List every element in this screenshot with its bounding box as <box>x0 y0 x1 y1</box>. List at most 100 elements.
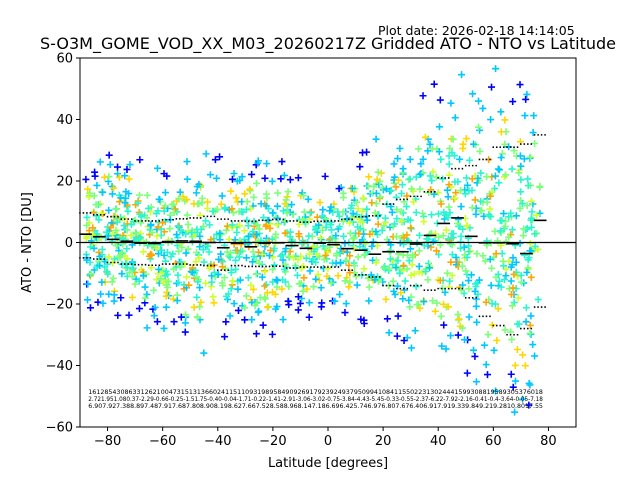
data-point <box>143 214 151 222</box>
data-point <box>530 112 538 120</box>
data-point <box>269 253 277 261</box>
data-point <box>388 208 396 216</box>
data-point <box>161 202 169 210</box>
data-point <box>398 181 406 189</box>
data-point <box>373 176 381 184</box>
data-point <box>305 313 313 321</box>
data-point <box>250 193 258 201</box>
data-point <box>536 183 544 191</box>
data-point <box>109 274 117 282</box>
data-point <box>335 212 343 220</box>
x-tick-label: 60 <box>485 434 502 449</box>
data-point <box>253 230 261 238</box>
data-point <box>490 346 498 354</box>
chart-title: S-O3M_GOME_VOD_XX_M03_20260217Z Gridded … <box>39 34 616 53</box>
data-point <box>170 200 178 208</box>
data-point <box>497 154 505 162</box>
data-point <box>459 144 467 152</box>
data-point <box>98 210 106 218</box>
data-point <box>258 250 266 258</box>
data-point <box>486 192 494 200</box>
data-point <box>501 326 509 334</box>
data-point <box>531 230 539 238</box>
data-point <box>477 197 485 205</box>
data-point <box>293 271 301 279</box>
data-point <box>117 194 125 202</box>
data-point <box>211 156 219 164</box>
data-point <box>175 195 183 203</box>
data-point <box>109 230 117 238</box>
data-point <box>426 172 434 180</box>
data-point <box>428 211 436 219</box>
data-point <box>428 177 436 185</box>
data-point <box>127 231 135 239</box>
data-point <box>196 232 204 240</box>
data-point <box>394 257 402 265</box>
data-point <box>234 306 242 314</box>
data-point <box>454 311 462 319</box>
data-point <box>345 261 353 269</box>
data-point <box>382 295 390 303</box>
data-point <box>386 223 394 231</box>
data-point <box>485 211 493 219</box>
data-point <box>393 215 401 223</box>
data-point <box>153 210 161 218</box>
data-point <box>128 293 136 301</box>
y-tick-label: 40 <box>56 113 73 128</box>
data-point <box>326 207 334 215</box>
data-point <box>102 228 110 236</box>
data-point <box>499 257 507 265</box>
data-point <box>135 191 143 199</box>
data-point <box>108 278 116 286</box>
data-point <box>359 194 367 202</box>
data-point <box>282 245 290 253</box>
data-point <box>219 282 227 290</box>
data-point <box>249 258 257 266</box>
data-point <box>491 300 499 308</box>
data-point <box>200 258 208 266</box>
data-point <box>518 200 526 208</box>
data-point <box>161 272 169 280</box>
data-point <box>354 253 362 261</box>
data-point <box>399 295 407 303</box>
data-point <box>244 222 252 230</box>
data-point <box>513 346 521 354</box>
x-tick-label: −80 <box>94 434 121 449</box>
data-point <box>96 158 104 166</box>
data-point <box>262 222 270 230</box>
data-point <box>457 286 465 294</box>
data-point <box>115 173 123 181</box>
data-point <box>299 262 307 270</box>
data-point <box>465 248 473 256</box>
data-point <box>194 278 202 286</box>
data-point <box>124 207 132 215</box>
data-point <box>302 254 310 262</box>
data-point <box>372 200 380 208</box>
data-point <box>268 330 276 338</box>
data-point <box>177 263 185 271</box>
data-point <box>269 265 277 273</box>
data-point <box>490 253 498 261</box>
data-point <box>491 185 499 193</box>
data-point <box>125 175 133 183</box>
data-point <box>448 230 456 238</box>
data-point <box>241 316 249 324</box>
data-point <box>269 278 277 286</box>
data-point <box>498 250 506 258</box>
data-point <box>457 203 465 211</box>
data-point <box>249 285 257 293</box>
data-point <box>254 157 262 165</box>
data-point <box>213 174 221 182</box>
data-point <box>432 173 440 181</box>
data-point <box>442 345 450 353</box>
data-point <box>430 190 438 198</box>
data-point <box>407 344 415 352</box>
data-point <box>242 292 250 300</box>
data-point <box>236 222 244 230</box>
bin-statistics: 1612854308633126210047315131366024115110… <box>88 389 543 410</box>
data-point <box>321 172 329 180</box>
data-point <box>492 250 500 258</box>
data-point <box>531 352 539 360</box>
data-point <box>346 278 354 286</box>
data-point <box>471 352 479 360</box>
